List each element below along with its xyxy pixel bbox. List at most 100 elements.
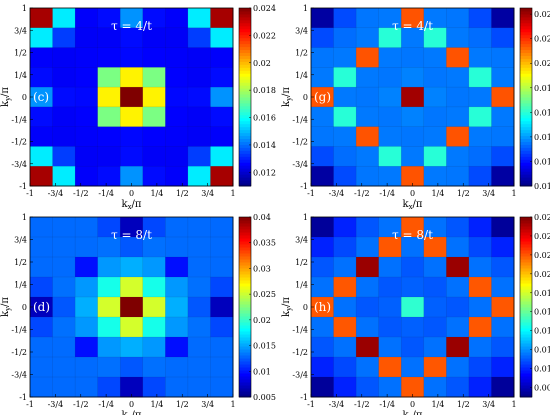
colorbar-segment: [239, 180, 251, 184]
x-tick-label: 1/4: [150, 400, 163, 409]
colorbar-segment: [239, 123, 251, 128]
colorbar-segment: [520, 99, 532, 104]
heatmap-cell: [30, 237, 54, 258]
heatmap-cell: [97, 297, 121, 318]
colorbar-segment: [520, 52, 532, 56]
colorbar-segment: [520, 108, 532, 113]
colorbar-segment: [239, 150, 251, 154]
heatmap-cell: [356, 126, 380, 147]
heatmap-cell: [142, 27, 166, 49]
colorbar-segment: [520, 394, 532, 398]
tau-annotation: τ = 4/t: [392, 19, 433, 33]
heatmap-cell: [187, 317, 211, 338]
x-tick-label: -1: [307, 400, 315, 409]
heatmap-cell: [333, 237, 357, 258]
x-tick-label: 1: [511, 189, 516, 198]
x-tick-label: 3/4: [482, 400, 495, 409]
heatmap-cell: [378, 317, 402, 338]
colorbar-tick-label: 0.025: [253, 290, 276, 299]
heatmap-cell: [30, 106, 54, 128]
colorbar-segment: [239, 159, 251, 163]
colorbar-segment: [239, 147, 251, 151]
heatmap-cell: [52, 47, 76, 68]
heatmap-cell: [378, 87, 402, 108]
heatmap-cell: [491, 377, 515, 398]
x-tick-label: -1/4: [98, 189, 114, 198]
heatmap-cell: [97, 217, 121, 238]
heatmap-cell: [210, 217, 234, 238]
colorbar-segment: [520, 49, 532, 53]
heatmap-cell: [187, 357, 211, 378]
colorbar-segment: [239, 141, 251, 145]
heatmap-cell: [75, 106, 99, 128]
colorbar-segment: [239, 16, 251, 21]
heatmap-cell: [356, 8, 380, 29]
colorbar-segment: [520, 132, 532, 137]
heatmap-cell: [30, 126, 54, 147]
x-tick-label: 0: [410, 189, 415, 198]
heatmap-cell: [378, 277, 402, 298]
x-tick-label: 0: [129, 400, 134, 409]
colorbar-tick-label: 0.01: [534, 182, 550, 191]
colorbar-segment: [239, 265, 251, 269]
colorbar-segment: [520, 325, 532, 329]
heatmap-cell: [378, 257, 402, 278]
heatmap-cell: [165, 277, 189, 298]
colorbar-segment: [520, 367, 532, 371]
x-tick-label: -1/2: [73, 400, 89, 409]
colorbar-segment: [520, 295, 532, 299]
x-axis-label: kx/π: [122, 410, 142, 415]
heatmap-cell: [97, 237, 121, 258]
colorbar-segment: [239, 217, 251, 221]
colorbar-segment: [520, 123, 532, 128]
heatmap-cell: [311, 67, 335, 88]
y-tick-label: 1/2: [14, 49, 27, 58]
colorbar-tick-label: 0.022: [253, 31, 276, 40]
heatmap-cell: [356, 166, 380, 187]
heatmap-cell: [311, 277, 335, 298]
heatmap-cell: [333, 106, 357, 128]
colorbar-segment: [520, 391, 532, 395]
colorbar-segment: [520, 385, 532, 389]
colorbar-segment: [520, 292, 532, 296]
colorbar-segment: [239, 394, 251, 398]
colorbar-segment: [239, 135, 251, 140]
colorbar-segment: [239, 262, 251, 266]
colorbar-segment: [239, 247, 251, 251]
heatmap-cell: [142, 166, 166, 187]
y-tick-label: -3/4: [11, 160, 27, 169]
heatmap-cell: [491, 257, 515, 278]
colorbar-segment: [239, 79, 251, 83]
colorbar: 0.005 0.01 0.015 0.02 0.025 0.03 0.035 0.04: [238, 213, 276, 402]
colorbar-segment: [239, 220, 251, 224]
colorbar-segment: [239, 259, 251, 263]
colorbar-segment: [239, 349, 251, 353]
heatmap-cell: [75, 357, 99, 378]
colorbar-segment: [239, 70, 251, 74]
heatmap-cell: [165, 357, 189, 378]
colorbar-segment: [239, 385, 251, 389]
colorbar-segment: [239, 316, 251, 320]
y-tick-label: 0: [22, 303, 27, 312]
colorbar-segment: [239, 229, 251, 233]
colorbar-segment: [239, 328, 251, 332]
heatmap-cell: [491, 106, 515, 128]
panel-h: -1 -3/4 -1/2 -1/4 0 1/4 1/2 3/4 1 -1 -3/4 -1/2 -1/4 0…: [281, 213, 550, 415]
heatmap-cell: [468, 146, 492, 167]
heatmap-cell: [187, 146, 211, 167]
heatmap-cell: [52, 317, 76, 338]
heatmap-cell: [30, 337, 54, 358]
heatmap-cell: [165, 87, 189, 108]
heatmap-cell: [401, 126, 425, 147]
colorbar-segment: [239, 61, 251, 65]
heatmap-cell: [142, 237, 166, 258]
heatmap-cell: [423, 146, 447, 167]
heatmap-cell: [210, 357, 234, 378]
colorbar-segment: [520, 138, 532, 142]
heatmap-cell: [446, 257, 470, 278]
colorbar-segment: [520, 370, 532, 374]
heatmap-cell: [401, 106, 425, 128]
x-tick-label: -1/2: [354, 400, 370, 409]
colorbar-segment: [520, 22, 532, 27]
